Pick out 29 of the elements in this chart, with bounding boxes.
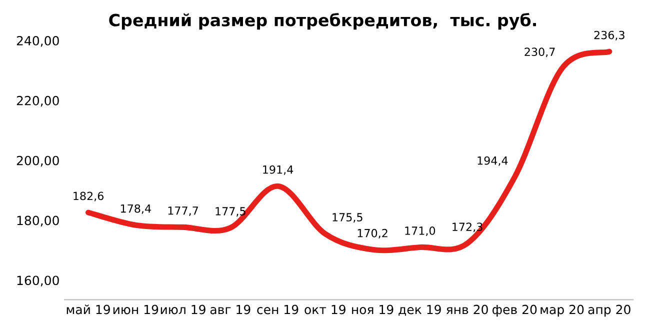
data-label: 191,4 bbox=[263, 165, 294, 175]
y-tick-label: 220,00 bbox=[16, 96, 59, 107]
data-label: 170,2 bbox=[358, 228, 388, 238]
x-tick-label: янв 20 bbox=[446, 304, 488, 314]
x-tick-label: ноя 19 bbox=[352, 304, 394, 314]
data-label: 177,5 bbox=[216, 207, 246, 217]
data-label: 194,4 bbox=[478, 156, 508, 166]
y-tick-label: 160,00 bbox=[17, 276, 59, 286]
x-tick-label: авг 19 bbox=[210, 304, 250, 314]
x-tick-label: фев 20 bbox=[492, 304, 537, 317]
chart-title: Средний размер потребкредитов, тыс. руб. bbox=[109, 12, 536, 30]
x-tick-label: дек 19 bbox=[398, 304, 441, 316]
x-tick-label: окт 19 bbox=[304, 304, 346, 314]
data-label: 236,3 bbox=[594, 30, 624, 40]
data-label: 182,6 bbox=[74, 192, 104, 202]
y-tick-label: 180,00 bbox=[17, 216, 59, 226]
y-tick-label: 200,00 bbox=[16, 156, 59, 167]
x-tick-label: май 19 bbox=[66, 304, 110, 314]
x-tick-label: июл 19 bbox=[160, 304, 206, 314]
x-tick-label: апр 20 bbox=[588, 304, 630, 317]
data-label: 175,5 bbox=[332, 213, 362, 223]
y-tick-label: 240,00 bbox=[16, 36, 59, 47]
x-tick-label: июн 19 bbox=[113, 304, 158, 314]
data-label: 171,0 bbox=[405, 226, 436, 236]
x-tick-label: сен 19 bbox=[257, 304, 298, 314]
data-label: 230,7 bbox=[524, 48, 555, 58]
x-tick-label: мар 20 bbox=[540, 304, 584, 317]
data-label: 178,4 bbox=[120, 204, 151, 214]
data-label: 177,7 bbox=[168, 206, 198, 216]
